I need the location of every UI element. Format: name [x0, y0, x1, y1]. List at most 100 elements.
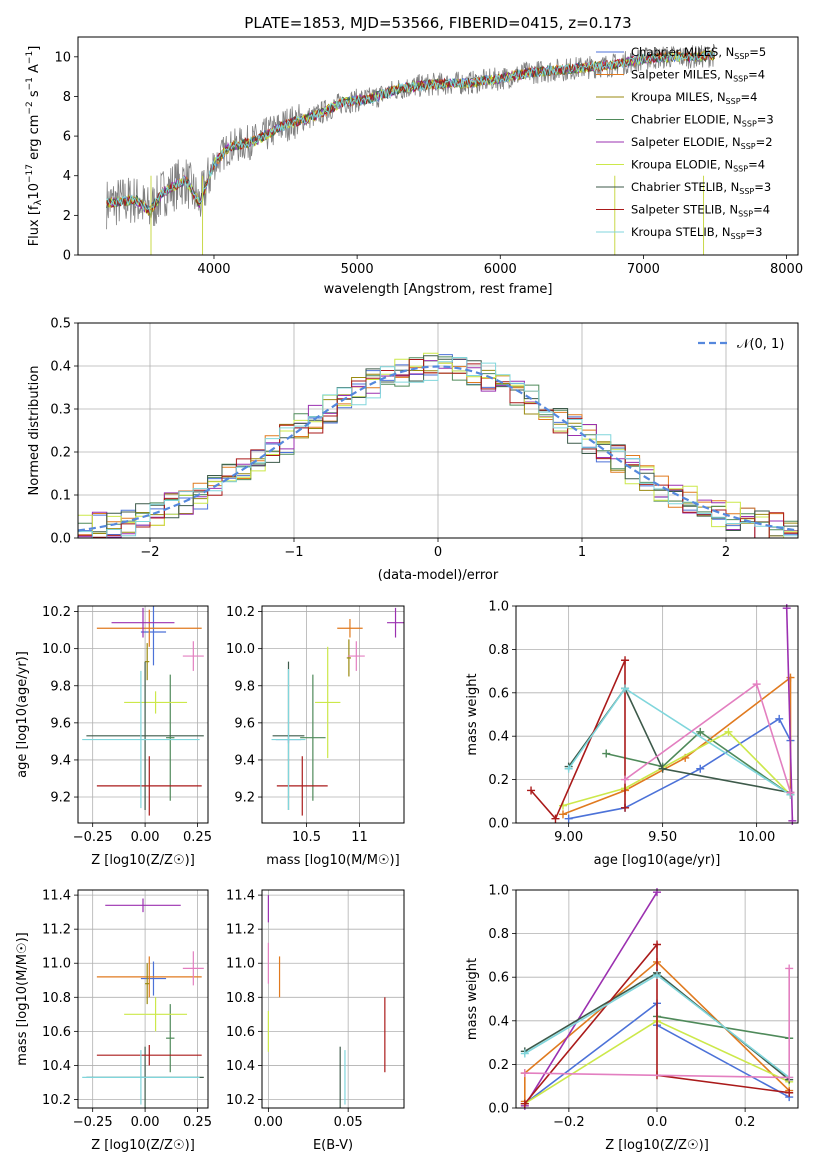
panel-residuals: −2 −1 0 1 2 0.0 0.1 0.2 0.3 0.4 0.5 𝒩(0, 1) (data-mo… [27, 317, 799, 583]
errorbar-point [124, 997, 188, 1032]
y-tick-label: 0.6 [488, 971, 509, 986]
mass_vs_age-xlabel: mass [log10(M/M☉)] [266, 853, 399, 868]
errorbar-point [145, 643, 150, 681]
y-tick-label: 0.0 [488, 817, 509, 832]
legend-label: 𝒩(0, 1) [737, 337, 784, 352]
x-tick-label: 9.50 [648, 830, 677, 845]
spectrum-data-line [106, 43, 716, 230]
errorbar-point [387, 607, 404, 638]
panel-mass_vs_age: 10.5 11 9.2 9.4 9.6 9.8 10.0 10.2 mass [log10(M/… [226, 605, 405, 868]
y-tick-label: 9.2 [50, 791, 71, 806]
y-tick-label: 10.6 [226, 1025, 255, 1040]
y-tick-label: 10.8 [42, 991, 71, 1006]
legend-sub: SSP [733, 75, 748, 84]
errorbar-point [140, 961, 167, 996]
weight-marker [520, 1069, 529, 1078]
y-tick-label: 10.4 [42, 1059, 71, 1074]
axes-frame [77, 605, 209, 824]
x-tick-label: 2 [722, 545, 730, 560]
z_vs_weight-xlabel: Z [log10(Z/Z☉)] [605, 1138, 709, 1153]
legend-suffix: =4 [748, 68, 765, 82]
y-tick-label: 10.6 [42, 1025, 71, 1040]
weight-marker [621, 656, 630, 665]
axes-frame [261, 889, 405, 1109]
legend-sub: SSP [738, 210, 753, 219]
normal-curve [77, 365, 799, 532]
y-tick-label: 0.2 [488, 1058, 509, 1073]
legend-label: Kroupa MILES, NSSP=4 [631, 90, 757, 106]
x-tick-label: 0.2 [735, 1115, 756, 1130]
legend-suffix: =5 [749, 45, 766, 59]
x-tick-label: −2 [140, 545, 159, 560]
errorbar-point [96, 756, 202, 816]
y-tick-label: 0.0 [50, 532, 71, 547]
x-tick-label: 5000 [341, 262, 374, 277]
z_vs_weight-ylabel: mass weight [465, 958, 480, 1040]
residuals-ylabel: Normed distribution [27, 366, 42, 496]
weight-marker [724, 727, 733, 736]
x-tick-label: 0.00 [254, 1115, 283, 1130]
y-tick-label: 2 [63, 209, 71, 224]
spectrum-ylabel: Flux [fλ10−17 erg cm−2 s−1 A−1] [25, 46, 44, 247]
errorbar-point [346, 639, 352, 677]
weight-line [568, 717, 792, 820]
y-tick-label: 0.0 [488, 1102, 509, 1117]
y-tick-label: 9.2 [234, 791, 255, 806]
legend-suffix: =2 [756, 135, 773, 149]
errorbar-point [82, 670, 200, 809]
panel-z_vs_mass: −0.25 0.00 0.25 10.2 10.4 10.6 10.8 11.0 11.2 11.… [15, 889, 212, 1153]
legend-label: Kroupa STELIB, NSSP=3 [631, 225, 762, 241]
weight-marker [653, 971, 661, 980]
residuals-xlabel: (data-model)/error [378, 568, 499, 583]
age_vs_weight-ylabel: mass weight [465, 673, 480, 755]
x-tick-label: 0 [434, 545, 442, 560]
axes-frame [515, 605, 799, 824]
errorbar-point [124, 691, 188, 714]
panel-z_vs_weight: −0.2 0.0 0.2 0.0 0.2 0.4 0.6 0.8 1.0 Z [log10(Z/Z… [465, 884, 799, 1153]
legend-sub: SSP [742, 120, 757, 129]
panel-ebv_vs_mass: 0.00 0.05 10.2 10.4 10.6 10.8 11.0 11.2 11.4 E(B-… [226, 889, 405, 1153]
ebv_vs_mass-xlabel: E(B-V) [313, 1138, 353, 1153]
weight-marker [520, 1099, 529, 1108]
legend-suffix: =4 [748, 158, 765, 172]
axes-frame [77, 889, 209, 1109]
legend-label: Chabrier ELODIE, NSSP=3 [631, 113, 774, 129]
weight-marker [785, 1073, 794, 1082]
errorbar-point [145, 963, 150, 1005]
weight-marker [621, 775, 630, 784]
x-tick-label: 0.25 [183, 830, 212, 845]
weight-marker [551, 814, 560, 823]
x-tick-label: 4000 [197, 262, 230, 277]
x-tick-label: 10.00 [738, 830, 775, 845]
z_vs_age-ylabel: age [log10(age/yr)] [15, 651, 30, 778]
y-tick-label: 0.4 [488, 1014, 509, 1029]
legend-label: Chabrier STELIB, NSSP=3 [631, 180, 771, 196]
errorbar-point [96, 1044, 202, 1066]
y-tick-label: 0.8 [488, 643, 509, 658]
errorbar-point [347, 641, 365, 671]
legend-label: Chabrier MILES, NSSP=5 [631, 45, 766, 61]
weight-marker [786, 788, 795, 797]
y-tick-label: 11.4 [226, 889, 255, 904]
weight-line [562, 730, 792, 807]
x-tick-label: 0.0 [647, 1115, 668, 1130]
errorbar-point [82, 1050, 200, 1105]
x-tick-label: 0.00 [131, 830, 160, 845]
weight-marker [782, 604, 791, 613]
y-tick-label: 0.8 [488, 927, 509, 942]
y-tick-label: 0.5 [50, 317, 71, 332]
x-tick-label: 1 [578, 545, 586, 560]
y-tick-label: 4 [63, 169, 71, 184]
legend-sub: SSP [726, 97, 741, 106]
y-tick-label: 10.0 [226, 642, 255, 657]
x-tick-label: 8000 [770, 262, 803, 277]
weight-marker [752, 680, 761, 689]
legend-suffix: =4 [741, 90, 758, 104]
legend-label: Salpeter MILES, NSSP=4 [631, 68, 765, 84]
model-line-kroupa-stelib [106, 49, 716, 214]
x-tick-label: 9.00 [554, 830, 583, 845]
weight-line [606, 730, 791, 796]
weight-marker [785, 1088, 794, 1097]
errorbar-point [140, 606, 167, 666]
